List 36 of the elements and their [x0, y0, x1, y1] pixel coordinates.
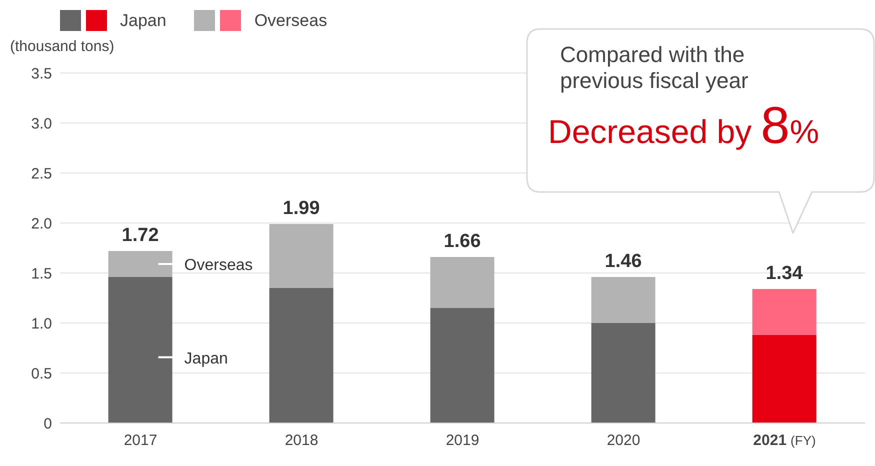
x-tick-label: 2020 — [606, 432, 640, 449]
total-label: 1.99 — [282, 198, 320, 219]
bar — [591, 277, 656, 323]
total-label: 1.34 — [766, 263, 804, 284]
legend-label: Overseas — [254, 10, 328, 30]
y-tick-label: 0 — [44, 415, 52, 432]
annotation: Compared with the previous fiscal year — [560, 42, 750, 94]
x-tick-label: 2018 — [284, 432, 318, 449]
bar — [752, 289, 816, 335]
total-label: 1.66 — [444, 231, 481, 252]
bar — [430, 308, 494, 423]
y-tick-label: 1.0 — [31, 315, 52, 332]
text: Japan — [184, 350, 228, 368]
y-tick-label: 3.5 — [31, 65, 52, 82]
annotation: Decreased by 8% — [548, 97, 820, 155]
bar — [108, 277, 172, 423]
text: Overseas — [184, 257, 253, 274]
x-tick-label: 2021 — [753, 432, 787, 449]
bar — [591, 323, 656, 423]
y-tick-label: 2.5 — [31, 165, 52, 182]
bar — [430, 257, 494, 308]
x-tick-label: 2019 — [446, 432, 480, 449]
y-axis-title: (thousand tons) — [10, 38, 114, 55]
x-tick-label: 2017 — [124, 432, 158, 449]
y-tick-label: 3.0 — [31, 115, 52, 132]
bar — [108, 251, 172, 277]
x-axis-title: (FY) — [790, 433, 816, 448]
y-tick-label: 2.0 — [31, 215, 52, 232]
y-tick-label: 0.5 — [31, 365, 52, 382]
legend-label: Japan — [120, 10, 166, 30]
y-tick-label: 1.5 — [31, 265, 52, 282]
total-label: 1.46 — [604, 251, 642, 272]
bar — [752, 335, 816, 423]
bar — [269, 288, 334, 423]
total-label: 1.72 — [122, 225, 159, 246]
bar — [269, 224, 334, 288]
